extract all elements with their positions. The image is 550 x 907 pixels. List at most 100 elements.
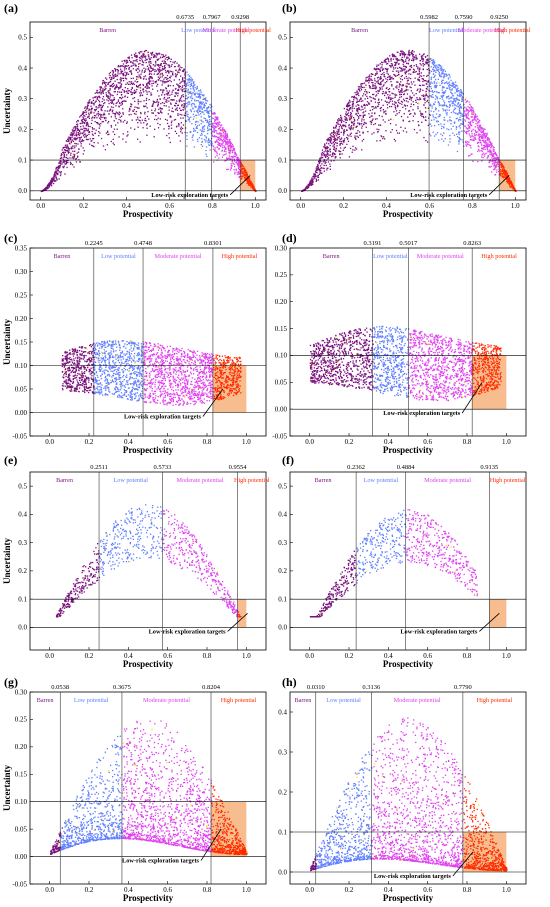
point — [477, 127, 479, 129]
point — [234, 173, 236, 175]
point — [131, 87, 133, 89]
point — [78, 148, 80, 150]
point — [223, 130, 225, 133]
point — [387, 96, 390, 98]
point — [429, 114, 432, 116]
point — [227, 145, 229, 148]
point — [129, 83, 131, 85]
point — [188, 78, 190, 81]
point — [131, 81, 133, 83]
point — [351, 122, 354, 124]
point — [443, 126, 445, 128]
point — [426, 55, 429, 57]
point — [181, 132, 183, 134]
point — [399, 91, 401, 94]
point — [466, 145, 468, 147]
point — [492, 154, 494, 156]
point — [458, 141, 460, 143]
point — [226, 143, 228, 145]
point — [360, 100, 362, 103]
point — [88, 131, 91, 133]
point — [142, 88, 144, 90]
point — [328, 154, 330, 156]
point — [181, 95, 183, 97]
point — [454, 100, 456, 102]
point — [146, 52, 149, 54]
point — [191, 102, 194, 105]
y-tick-label: 0.2 — [18, 126, 27, 134]
point — [110, 85, 112, 87]
point — [84, 111, 86, 114]
point — [183, 82, 186, 84]
point — [243, 174, 245, 176]
point — [506, 180, 508, 182]
point — [181, 80, 183, 82]
point — [204, 135, 206, 137]
point — [237, 162, 239, 164]
point — [77, 155, 79, 157]
point — [430, 95, 432, 97]
point — [72, 139, 74, 141]
point — [458, 92, 461, 94]
point — [154, 110, 156, 112]
point — [205, 119, 207, 122]
point — [493, 169, 495, 171]
point — [484, 128, 486, 131]
point — [496, 156, 498, 159]
point — [223, 129, 225, 131]
point — [73, 166, 75, 168]
point — [382, 119, 384, 121]
point — [183, 103, 185, 105]
point — [163, 98, 165, 100]
point — [198, 105, 201, 107]
point — [150, 77, 152, 79]
point — [453, 134, 456, 136]
point — [150, 80, 152, 82]
point — [413, 51, 415, 53]
point — [213, 131, 216, 133]
point — [236, 156, 238, 158]
point — [446, 97, 448, 99]
point — [338, 117, 340, 120]
point — [160, 89, 162, 91]
point — [385, 130, 387, 132]
point — [195, 110, 198, 112]
point — [189, 79, 191, 81]
point — [412, 115, 415, 117]
point — [170, 127, 173, 129]
point — [443, 77, 445, 79]
point — [167, 80, 169, 82]
point — [161, 108, 163, 110]
point — [467, 116, 469, 119]
point — [145, 124, 148, 126]
point — [107, 83, 109, 86]
point — [422, 84, 424, 86]
point — [456, 150, 459, 153]
point — [205, 99, 207, 102]
point — [390, 58, 392, 61]
point — [482, 130, 484, 133]
point — [193, 127, 195, 130]
point — [61, 149, 63, 151]
point — [224, 160, 226, 162]
point — [195, 88, 198, 90]
point — [307, 186, 310, 188]
point — [466, 128, 468, 130]
point — [207, 140, 209, 142]
point — [186, 138, 188, 140]
point — [251, 185, 254, 187]
point — [363, 119, 365, 121]
point — [471, 139, 473, 141]
point — [423, 116, 425, 119]
point — [358, 88, 360, 90]
point — [226, 140, 229, 142]
point — [503, 173, 505, 175]
point — [389, 123, 392, 125]
point — [129, 91, 132, 93]
point — [432, 73, 435, 75]
point — [463, 130, 465, 132]
point — [112, 75, 114, 77]
point — [362, 131, 364, 133]
point — [150, 57, 152, 59]
point — [212, 117, 214, 120]
